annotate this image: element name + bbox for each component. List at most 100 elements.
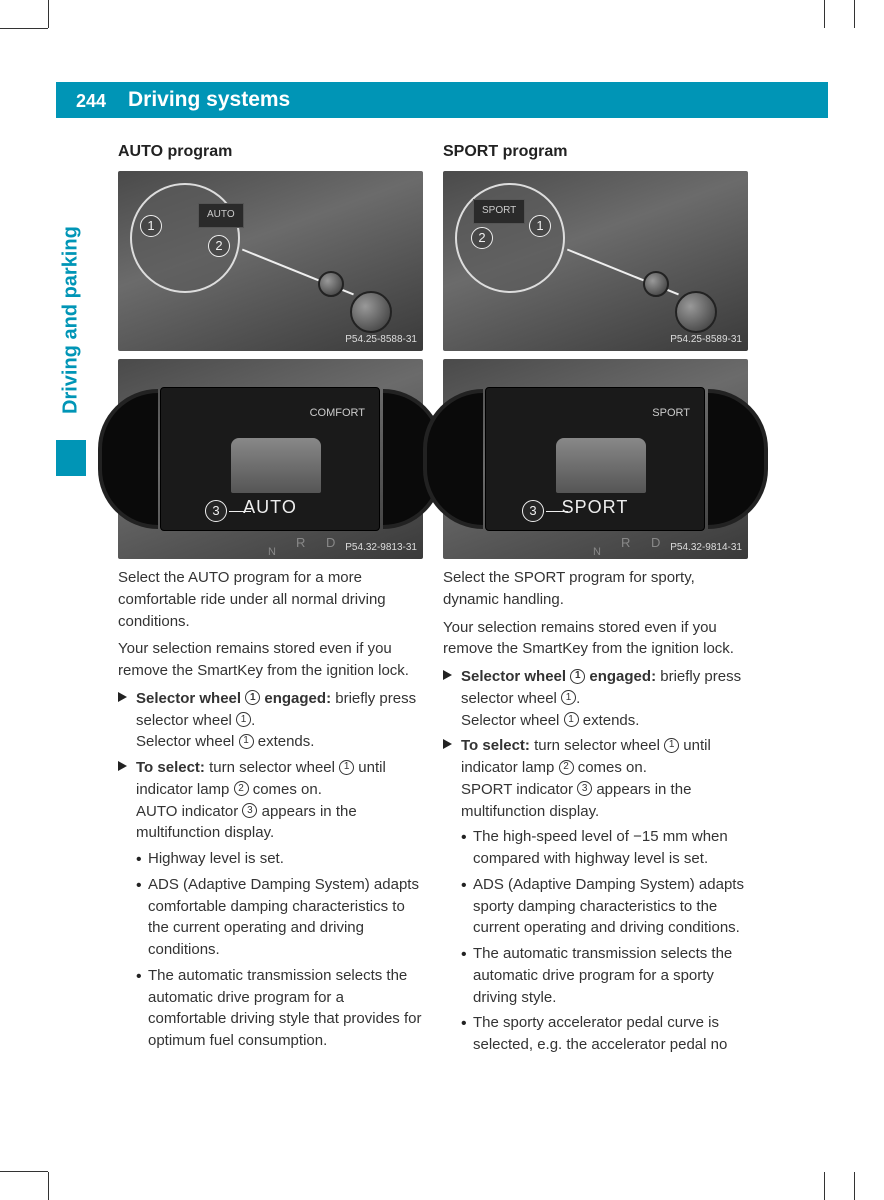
right-p2: Your selection remains stored even if yo… [443, 617, 748, 661]
left-p2: Your selection remains stored even if yo… [118, 638, 423, 682]
left-heading: AUTO program [118, 140, 423, 163]
ref-1d: 1 [664, 738, 679, 753]
small-knob-icon [643, 271, 669, 297]
callout-2: 2 [471, 227, 493, 249]
gear-d: D [326, 534, 335, 553]
ref-2: 2 [234, 781, 249, 796]
right-bullet-2: ADS (Adaptive Damping System) adapts spo… [443, 874, 748, 939]
left-p1: Select the AUTO program for a more comfo… [118, 567, 423, 632]
step-bold: Selector wheel [136, 690, 245, 707]
callout-1: 1 [140, 215, 162, 237]
crop-mark [854, 0, 855, 28]
left-bullet-1: Highway level is set. [118, 848, 423, 870]
gauge-left-icon [98, 389, 158, 529]
right-bullet-3: The automatic transmission selects the a… [443, 943, 748, 1008]
gauge-right-icon [708, 389, 768, 529]
step-arrow-icon [118, 761, 127, 771]
step-bold: To select: [136, 759, 205, 776]
crop-mark [0, 28, 48, 29]
figure-sport-selector: SPORT 2 1 P54.25-8589-31 [443, 171, 748, 351]
ref-1b: 1 [236, 712, 251, 727]
right-bullet-4: The sporty accelerator pedal curve is se… [443, 1012, 748, 1056]
gear-d: D [651, 534, 660, 553]
header-band: 244 Driving systems [56, 82, 828, 118]
step-arrow-icon [118, 692, 127, 702]
ref-1d: 1 [339, 760, 354, 775]
crop-mark [824, 1172, 825, 1200]
step-tail: . [251, 712, 255, 729]
figure-id: P54.25-8589-31 [670, 333, 742, 348]
step-tail: comes on. [249, 781, 322, 798]
header-title: Driving systems [112, 88, 290, 112]
figure-sport-display: SPORT 3 SPORT R N D P54.32-9814-31 [443, 359, 748, 559]
dash-car-icon [556, 438, 646, 493]
crop-mark [48, 1172, 49, 1200]
ref-1c: 1 [239, 734, 254, 749]
right-bullet-1: The high-speed level of −15 mm when comp… [443, 826, 748, 870]
step-bold2: engaged: [585, 668, 656, 685]
small-knob-icon [318, 271, 344, 297]
right-p1: Select the SPORT program for sporty, dyn… [443, 567, 748, 611]
step-line2a: Selector wheel [461, 712, 564, 729]
crop-mark [824, 0, 825, 28]
selector-zoom-circle: SPORT 2 1 [455, 183, 565, 293]
step-line2a: AUTO indicator [136, 803, 242, 820]
crop-mark [0, 1171, 48, 1172]
gear-r: R [621, 534, 630, 553]
step-bold: To select: [461, 737, 530, 754]
selector-zoom-circle: 1 AUTO 2 [130, 183, 240, 293]
gear-r: R [296, 534, 305, 553]
step-line2b: extends. [579, 712, 640, 729]
ref-3: 3 [242, 803, 257, 818]
step-arrow-icon [443, 739, 452, 749]
ref-1: 1 [570, 669, 585, 684]
step-text: turn selector wheel [530, 737, 664, 754]
dash-mode-big: SPORT [486, 494, 704, 520]
step-bold: Selector wheel [461, 668, 570, 685]
figure-id: P54.32-9814-31 [670, 541, 742, 556]
dash-screen: SPORT 3 SPORT [485, 387, 705, 531]
step-line2b: extends. [254, 733, 315, 750]
right-step2: To select: turn selector wheel 1 until i… [443, 735, 748, 822]
selector-knob-icon [675, 291, 717, 333]
ref-1: 1 [245, 690, 260, 705]
left-bullet-2: ADS (Adaptive Damping System) adapts com… [118, 874, 423, 961]
figure-id: P54.32-9813-31 [345, 541, 417, 556]
ref-2: 2 [559, 760, 574, 775]
ref-3: 3 [577, 781, 592, 796]
step-bold2: engaged: [260, 690, 331, 707]
crop-mark [48, 0, 49, 28]
step-tail: . [576, 690, 580, 707]
callout-1: 1 [529, 215, 551, 237]
side-tab-marker [56, 440, 86, 476]
step-line2a: SPORT indicator [461, 781, 577, 798]
dash-car-icon [231, 438, 321, 493]
gear-n: N [593, 545, 601, 561]
crop-mark [854, 1172, 855, 1200]
figure-auto-selector: 1 AUTO 2 P54.25-8588-31 [118, 171, 423, 351]
page-number: 244 [76, 91, 106, 112]
left-step2: To select: turn selector wheel 1 until i… [118, 757, 423, 844]
left-step1: Selector wheel 1 engaged: briefly press … [118, 688, 423, 753]
figure-auto-display: COMFORT 3 AUTO R N D P54.32-9813-31 [118, 359, 423, 559]
left-column: AUTO program 1 AUTO 2 P54.25-8588-31 COM… [118, 140, 423, 1060]
callout-2: 2 [208, 235, 230, 257]
right-column: SPORT program SPORT 2 1 P54.25-8589-31 S… [443, 140, 748, 1060]
ref-1c: 1 [564, 712, 579, 727]
mode-label: AUTO [198, 203, 244, 228]
figure-id: P54.25-8588-31 [345, 333, 417, 348]
step-arrow-icon [443, 670, 452, 680]
gauge-left-icon [423, 389, 483, 529]
selector-knob-icon [350, 291, 392, 333]
dash-mode-big: AUTO [161, 494, 379, 520]
step-tail: comes on. [574, 759, 647, 776]
ref-1b: 1 [561, 690, 576, 705]
dash-mode-small: SPORT [652, 406, 690, 422]
dash-screen: COMFORT 3 AUTO [160, 387, 380, 531]
step-text: turn selector wheel [205, 759, 339, 776]
right-heading: SPORT program [443, 140, 748, 163]
step-line2a: Selector wheel [136, 733, 239, 750]
gear-n: N [268, 545, 276, 561]
right-step1: Selector wheel 1 engaged: briefly press … [443, 666, 748, 731]
side-tab-label: Driving and parking [56, 219, 86, 414]
